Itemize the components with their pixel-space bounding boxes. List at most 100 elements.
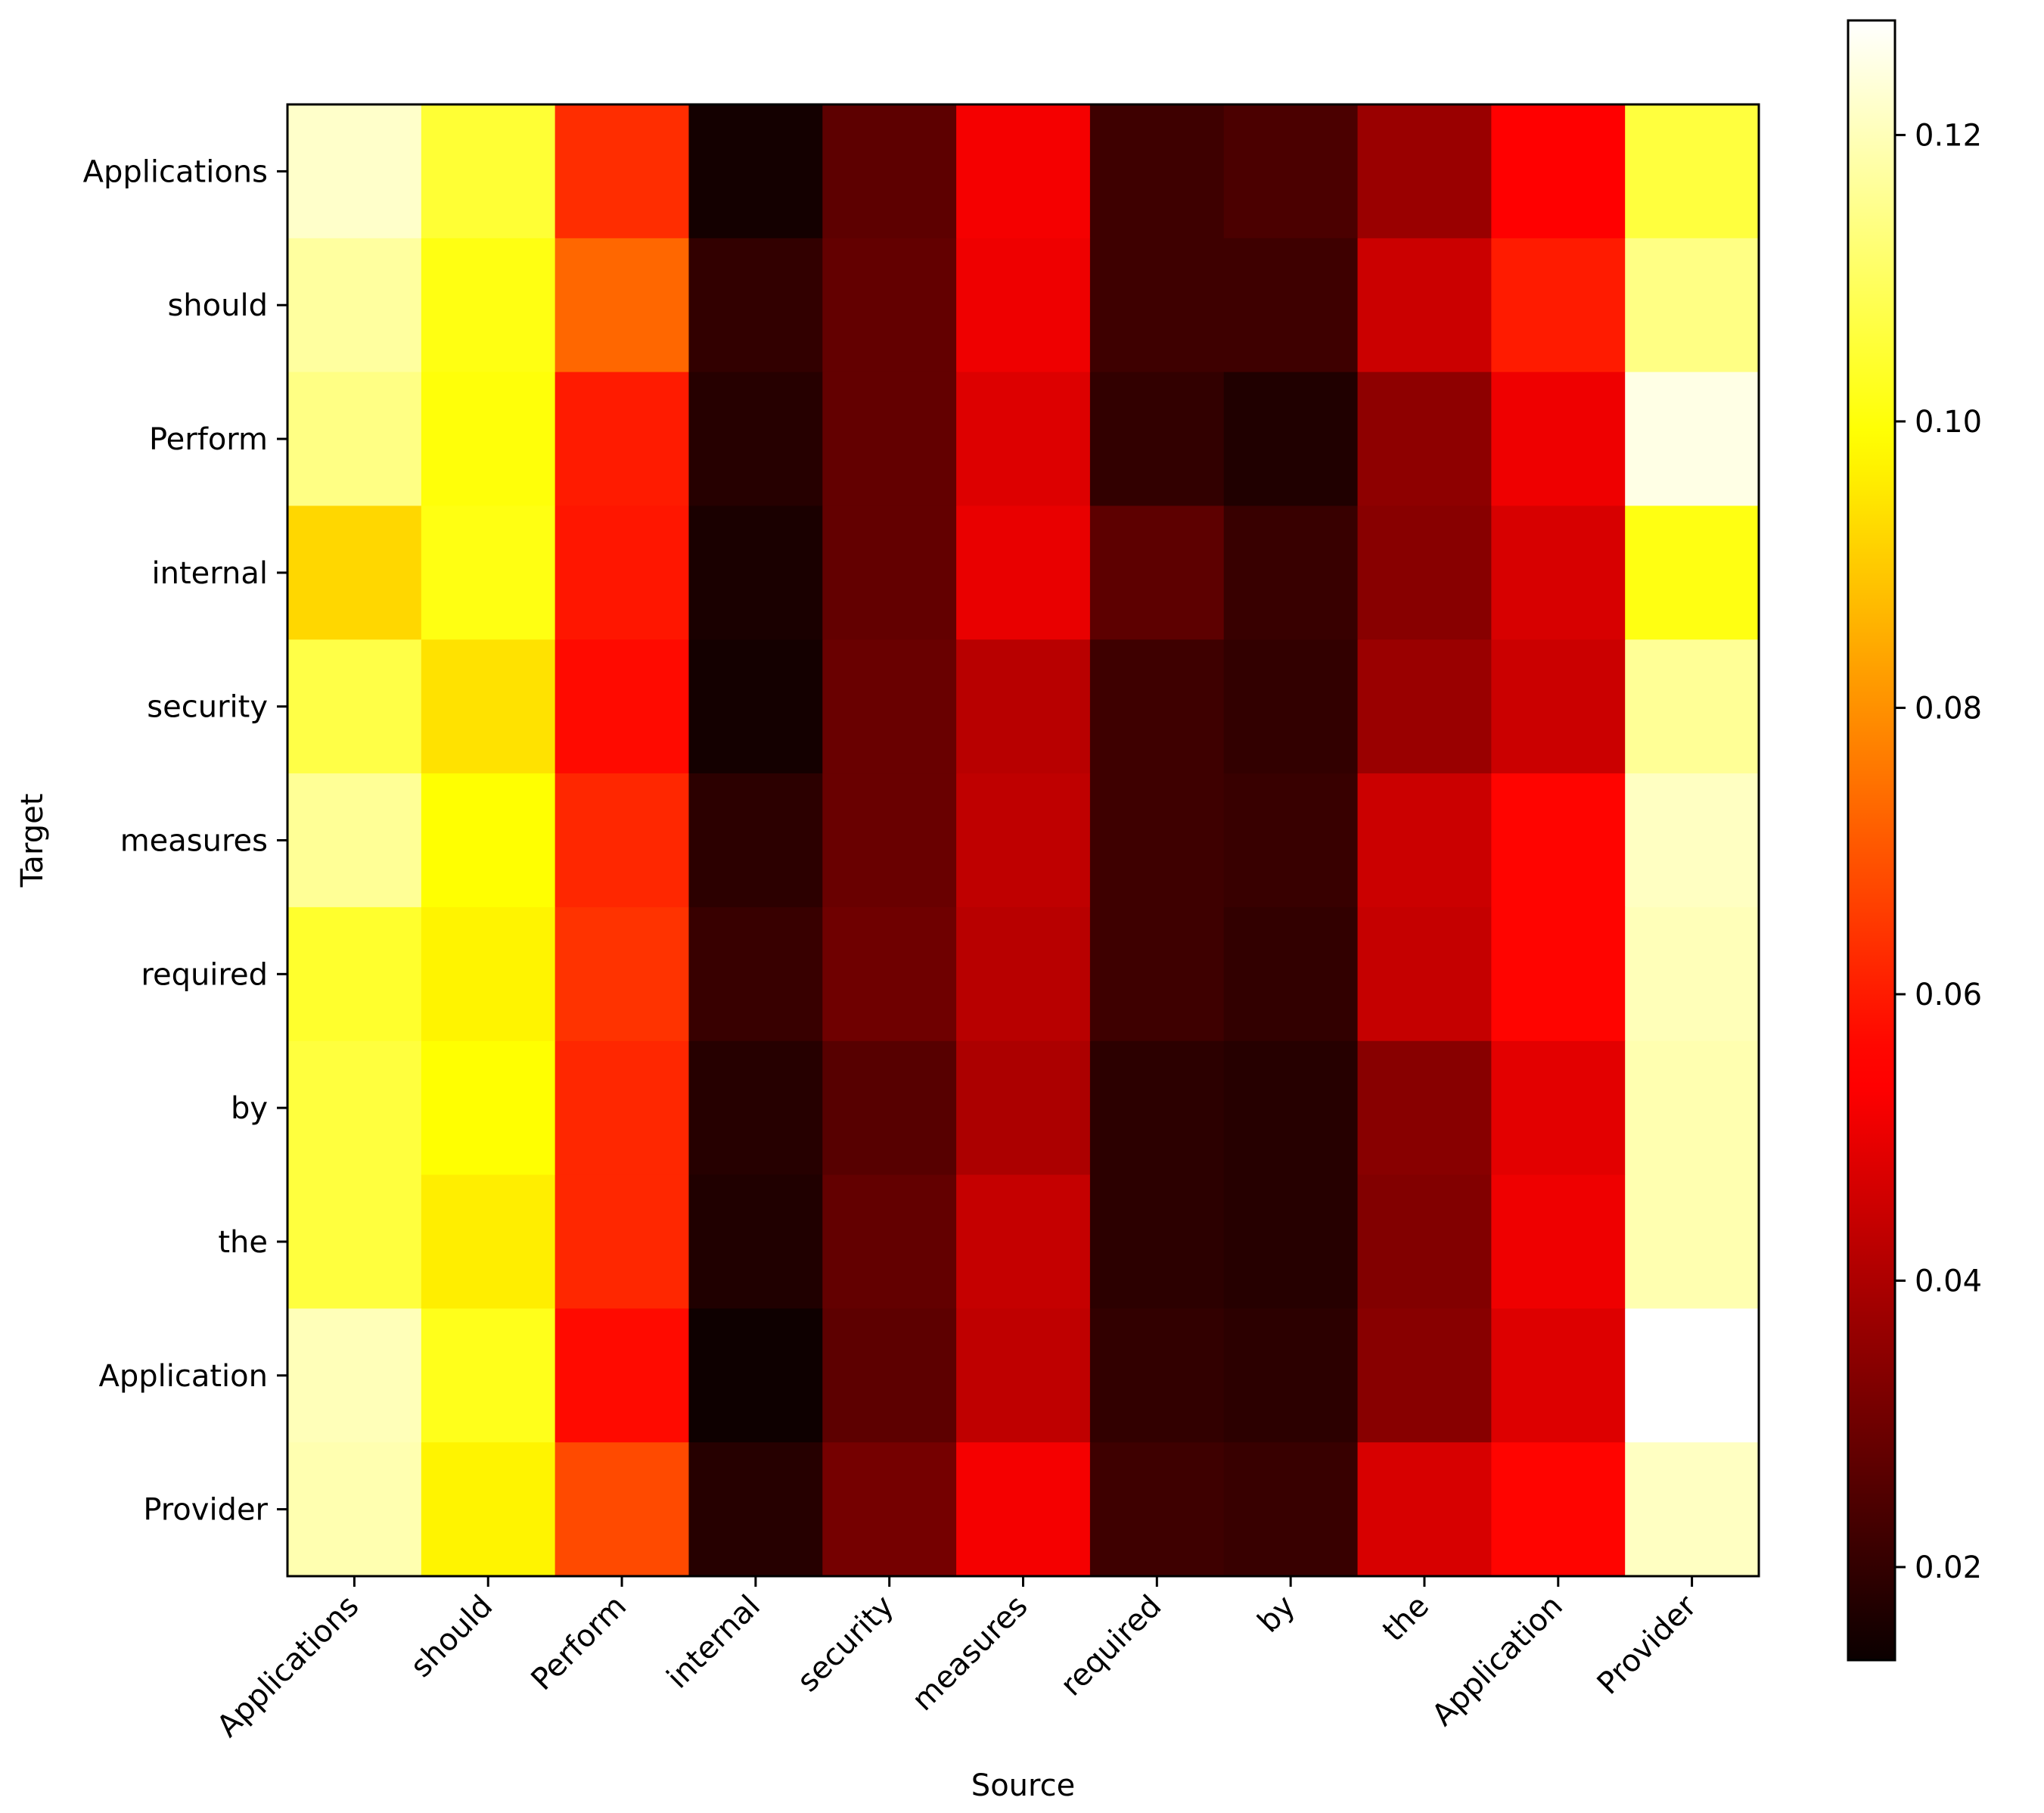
heatmap-cell [1625, 773, 1760, 908]
heatmap-cell [1089, 505, 1225, 640]
heatmap-cell [1089, 372, 1225, 507]
heatmap-cell [1357, 639, 1492, 774]
heatmap-cell [822, 238, 957, 373]
heatmap-cell [822, 773, 957, 908]
heatmap-cell [287, 639, 422, 774]
heatmap-cell [1089, 773, 1225, 908]
heatmap-cell [1625, 1040, 1760, 1176]
y-tick-label: should [167, 288, 268, 323]
heatmap-cell [956, 906, 1091, 1042]
heatmap-cell [956, 104, 1091, 239]
heatmap-cell [956, 1442, 1091, 1577]
heatmap-cell [688, 238, 823, 373]
heatmap-cell [822, 505, 957, 640]
heatmap-cell [1625, 372, 1760, 507]
x-axis-label: Source [971, 1768, 1075, 1803]
heatmap-cell [421, 505, 556, 640]
heatmap-cell [287, 1308, 422, 1443]
y-tick-label: Application [99, 1359, 269, 1394]
heatmap-cell [1089, 1040, 1225, 1176]
heatmap-cell [554, 505, 690, 640]
colorbar-tick-label: 0.08 [1915, 691, 1982, 726]
y-tick-label: Provider [143, 1493, 268, 1528]
heatmap-cell [1089, 1308, 1225, 1443]
x-tick-label: required [1054, 1589, 1168, 1703]
heatmap-cell [956, 238, 1091, 373]
x-tick-label: Applications [210, 1589, 365, 1744]
heatmap-cell [1491, 372, 1626, 507]
colorbar-gradient [1847, 19, 1896, 1662]
x-tick-label: security [791, 1589, 900, 1699]
colorbar-tick-label: 0.02 [1915, 1550, 1982, 1585]
heatmap-cell [554, 1174, 690, 1309]
x-tick-label: measures [906, 1589, 1035, 1718]
colorbar-tick-label: 0.06 [1915, 978, 1982, 1012]
heatmap-cell [688, 773, 823, 908]
heatmap-cell [1491, 1308, 1626, 1443]
heatmap-cell [1357, 906, 1492, 1042]
heatmap-cell [1357, 773, 1492, 908]
colorbar-ticks: 0.02 0.04 0.06 0.08 0.10 0.12 [1895, 118, 1982, 1585]
heatmap-cell [956, 1308, 1091, 1443]
heatmap-cell [287, 773, 422, 908]
heatmap-cell [421, 104, 556, 239]
y-tick-label: security [147, 690, 268, 725]
heatmap-cell [421, 372, 556, 507]
heatmap-cell [1491, 505, 1626, 640]
heatmap-cell [822, 906, 957, 1042]
heatmap-cell [1223, 1442, 1359, 1577]
heatmap-cell [1491, 1174, 1626, 1309]
heatmap-cell [1223, 1174, 1359, 1309]
heatmap-cell [688, 1442, 823, 1577]
heatmap-cell [1223, 773, 1359, 908]
x-tick-label: by [1251, 1589, 1302, 1640]
heatmap-cell [1625, 1174, 1760, 1309]
x-tick-label: Provider [1591, 1588, 1704, 1701]
x-axis-ticks: Applications should Perform internal securit… [210, 1576, 1704, 1744]
x-tick-label: should [404, 1589, 499, 1684]
heatmap-cell [1089, 104, 1225, 239]
heatmap-cell [287, 906, 422, 1042]
heatmap-cell [1491, 773, 1626, 908]
heatmap-cell [554, 238, 690, 373]
heatmap-cell [1357, 372, 1492, 507]
heatmap-cell [1625, 639, 1760, 774]
heatmap-cell [822, 639, 957, 774]
heatmap-cell [287, 1040, 422, 1176]
y-tick-label: the [218, 1225, 268, 1260]
x-tick-label: internal [660, 1589, 767, 1696]
heatmap-cell [1625, 906, 1760, 1042]
heatmap-cell [1223, 1308, 1359, 1443]
heatmap-cell [822, 104, 957, 239]
heatmap-cell [822, 1308, 957, 1443]
y-tick-label: Applications [83, 154, 268, 189]
y-tick-label: by [231, 1091, 268, 1126]
heatmap-cell [421, 639, 556, 774]
colorbar-tick-label: 0.04 [1915, 1264, 1982, 1298]
heatmap-cell [1357, 104, 1492, 239]
heatmap-cell [1491, 906, 1626, 1042]
heatmap-cell [822, 1174, 957, 1309]
heatmap-cell [554, 639, 690, 774]
heatmap-cell [1625, 1308, 1760, 1443]
heatmap-cell [287, 104, 422, 239]
heatmap-cell [1357, 1174, 1492, 1309]
heatmap-cell [1625, 1442, 1760, 1577]
heatmap-cell [1491, 1040, 1626, 1176]
heatmap-cell [421, 238, 556, 373]
heatmap-cell [1357, 238, 1492, 373]
heatmap-cell [1223, 906, 1359, 1042]
heatmap-cell [1223, 238, 1359, 373]
y-tick-label: Perform [149, 422, 268, 457]
heatmap-cell [1491, 238, 1626, 373]
heatmap-cell [1491, 1442, 1626, 1577]
heatmap-cell [287, 238, 422, 373]
heatmap-cell [554, 104, 690, 239]
heatmap-cell [554, 1308, 690, 1443]
heatmap-cell [1357, 1040, 1492, 1176]
heatmap-cell [1089, 639, 1225, 774]
heatmap-cell [1089, 1442, 1225, 1577]
heatmap-cells [287, 104, 1760, 1577]
